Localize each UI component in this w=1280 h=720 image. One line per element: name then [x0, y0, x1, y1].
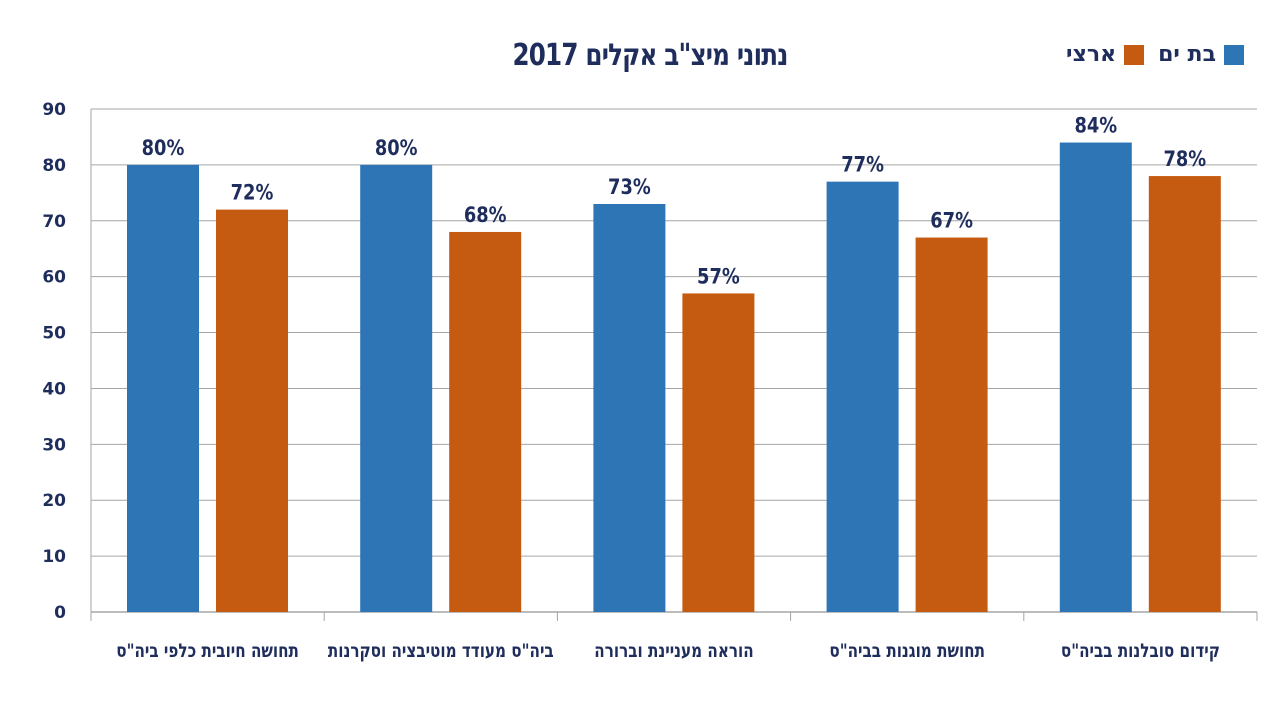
bar [216, 209, 288, 612]
bar [127, 164, 199, 612]
data-label: 77% [841, 152, 884, 177]
data-label: 73% [608, 175, 651, 200]
legend-swatch-bat-yam [1224, 44, 1244, 65]
bar [1059, 142, 1132, 613]
bar [360, 164, 433, 612]
x-category-label: תחושת מוגנות בביה"ס [829, 640, 985, 662]
y-tick-label: 40 [42, 379, 66, 399]
data-label: 72% [231, 180, 274, 205]
x-category-label: תחושה חיובית כלפי ביה"ס [116, 640, 299, 662]
chart-title: נתוני מיצ"ב אקלים 2017 [512, 38, 788, 73]
x-category-label: קידום סובלנות בביה"ס [1061, 640, 1220, 662]
y-tick-label: 90 [42, 100, 66, 120]
bar [915, 237, 988, 613]
bar [682, 293, 755, 612]
legend-item-bat-yam: בת ים [1158, 42, 1244, 67]
chart-legend: בת ים ארצי [1066, 42, 1244, 67]
bar [826, 181, 899, 612]
y-tick-label: 50 [42, 324, 66, 344]
y-tick-label: 20 [42, 491, 66, 511]
y-tick-label: 60 [42, 268, 66, 288]
data-label: 80% [375, 135, 418, 160]
data-label: 80% [142, 135, 185, 160]
y-tick-label: 30 [42, 435, 66, 455]
legend-label-national: ארצי [1065, 42, 1117, 67]
bar [1148, 176, 1221, 613]
data-label: 67% [930, 208, 973, 233]
y-tick-label: 70 [42, 212, 66, 232]
data-label: 84% [1074, 113, 1117, 138]
bar [593, 204, 666, 612]
legend-label-bat-yam: בת ים [1158, 42, 1216, 67]
bar [449, 231, 522, 612]
y-tick-label: 0 [54, 603, 66, 623]
y-tick-label: 10 [42, 547, 66, 567]
data-label: 68% [464, 203, 507, 228]
y-tick-label: 80 [42, 156, 66, 176]
data-label: 78% [1163, 147, 1206, 172]
x-category-label: ביה"ס מעודד מוטיבציה וסקרנות [328, 640, 554, 662]
legend-swatch-national [1124, 44, 1145, 65]
legend-item-national: ארצי [1065, 42, 1145, 67]
data-label: 57% [697, 264, 740, 289]
x-category-label: הוראה מעניינת וברורה [594, 640, 753, 662]
